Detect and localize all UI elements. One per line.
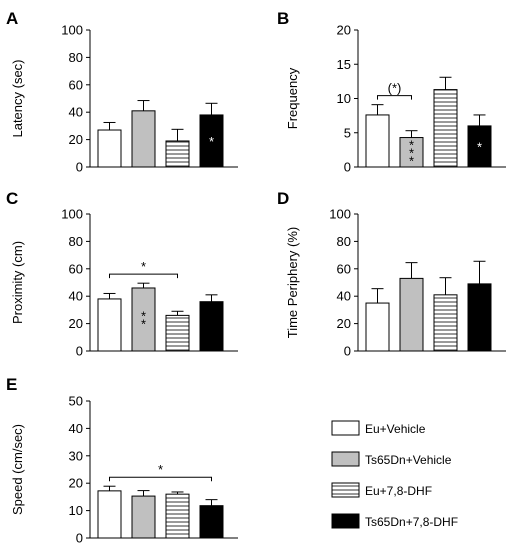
- legend-label: Ts65Dn+Vehicle: [365, 453, 452, 467]
- y-tick-label-e: 0: [76, 531, 83, 546]
- y-axis-label-a: Latency (sec): [10, 59, 25, 137]
- panel-letter-d: D: [277, 189, 289, 208]
- bar-c-3: [165, 314, 190, 352]
- legend-swatch: [331, 420, 360, 436]
- y-tick-label-c: 100: [61, 207, 83, 222]
- bar-c-1: [97, 298, 122, 352]
- sig-bracket-c: [109, 273, 178, 279]
- bar-sig-star: *: [209, 134, 214, 149]
- bar-b-3: [433, 89, 458, 168]
- bar-sig-star: *: [409, 153, 414, 168]
- bar-sig-star: *: [409, 145, 414, 160]
- bar-d-3: [433, 294, 458, 352]
- panel-d: D 0 20 40 60 80 100 Time Periphery (%): [277, 189, 506, 359]
- bar-sig-star: *: [409, 137, 414, 152]
- y-tick-label-c: 80: [69, 234, 83, 249]
- y-tick-label-e: 20: [69, 476, 83, 491]
- bar-a-1: [97, 129, 122, 168]
- y-tick-label-e: 30: [69, 448, 83, 463]
- y-tick-label-c: 60: [69, 261, 83, 276]
- y-tick-label-a: 80: [69, 50, 83, 65]
- y-tick-label-b: 15: [337, 57, 351, 72]
- sig-bracket-label-c: *: [141, 259, 146, 274]
- bar-a-3: [165, 140, 190, 168]
- bar-d-4: [467, 283, 492, 352]
- bar-sig-a-4: *: [209, 134, 214, 149]
- y-axis-label-e: Speed (cm/sec): [10, 424, 25, 515]
- y-axis-label-c: Proximity (cm): [10, 241, 25, 324]
- y-tick-label-d: 20: [337, 316, 351, 331]
- y-tick-label-b: 10: [337, 91, 351, 106]
- bar-e-3: [165, 493, 190, 539]
- y-tick-label-a: 100: [61, 23, 83, 38]
- y-axis-label-b: Frequency: [285, 67, 300, 129]
- legend-label: Eu+Vehicle: [365, 422, 426, 436]
- y-tick-label-e: 50: [69, 394, 83, 409]
- legend-item: Eu+7,8-DHF: [331, 482, 432, 498]
- legend-swatch: [331, 482, 360, 498]
- bar-sig-star: *: [141, 316, 146, 331]
- bar-d-1: [365, 302, 390, 352]
- y-tick-label-d: 40: [337, 289, 351, 304]
- bar-sig-c-2: **: [141, 308, 146, 331]
- y-tick-label-d: 100: [329, 207, 351, 222]
- legend-label: Ts65Dn+7,8-DHF: [365, 515, 458, 529]
- legend-label: Eu+7,8-DHF: [365, 484, 432, 498]
- y-tick-label-b: 5: [344, 125, 351, 140]
- y-tick-label-a: 60: [69, 77, 83, 92]
- y-tick-label-e: 40: [69, 421, 83, 436]
- bar-e-2: [131, 495, 156, 539]
- panel-letter-e: E: [6, 375, 17, 394]
- legend-item: Eu+Vehicle: [331, 420, 426, 436]
- panel-a: A 0 20 40 60 80 100 Latency (sec) *: [6, 9, 238, 175]
- bar-sig-b-4: *: [477, 139, 482, 154]
- sig-bracket-label-b: (*): [388, 81, 402, 96]
- legend: Eu+Vehicle Ts65Dn+Vehicle Eu+7,8-DHF Ts65Dn…: [331, 420, 458, 529]
- bar-e-1: [97, 490, 122, 539]
- legend-item: Ts65Dn+Vehicle: [331, 451, 452, 467]
- y-axis-label-d: Time Periphery (%): [285, 227, 300, 338]
- y-tick-label-d: 60: [337, 261, 351, 276]
- panel-letter-c: C: [6, 189, 18, 208]
- sig-bracket-b: [377, 95, 412, 100]
- y-tick-label-c: 0: [76, 344, 83, 359]
- panel-e: E 0 10 20 30 40 50 Speed (cm/sec) *: [6, 375, 238, 546]
- panel-letter-b: B: [277, 9, 289, 28]
- bar-sig-b-2: ***: [409, 137, 414, 168]
- sig-bracket-e: [109, 476, 212, 482]
- y-tick-label-d: 80: [337, 234, 351, 249]
- bar-d-2: [399, 277, 424, 352]
- y-tick-label-c: 20: [69, 316, 83, 331]
- bar-a-2: [131, 110, 156, 168]
- bar-b-1: [365, 114, 390, 168]
- y-tick-label-a: 40: [69, 105, 83, 120]
- legend-swatch: [331, 513, 360, 529]
- y-tick-label-b: 20: [337, 23, 351, 38]
- y-tick-label-e: 10: [69, 503, 83, 518]
- bar-sig-star: *: [477, 139, 482, 154]
- panel-letter-a: A: [6, 9, 18, 28]
- y-tick-label-c: 40: [69, 289, 83, 304]
- y-tick-label-a: 20: [69, 132, 83, 147]
- bar-c-4: [199, 301, 224, 352]
- bar-e-4: [199, 505, 224, 539]
- legend-item: Ts65Dn+7,8-DHF: [331, 513, 458, 529]
- y-tick-label-d: 0: [344, 344, 351, 359]
- bar-sig-star: *: [141, 308, 146, 323]
- y-tick-label-b: 0: [344, 160, 351, 175]
- sig-bracket-label-e: *: [158, 462, 163, 477]
- y-tick-label-a: 0: [76, 160, 83, 175]
- legend-swatch: [331, 451, 360, 467]
